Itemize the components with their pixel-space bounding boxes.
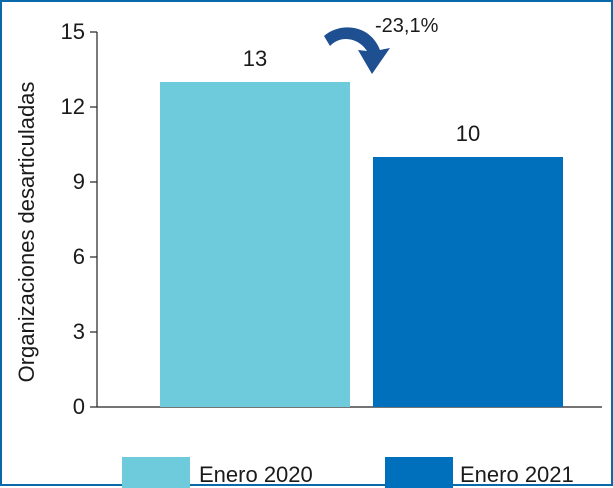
y-tick-label: 6 — [73, 244, 85, 269]
y-tick-label: 3 — [73, 319, 85, 344]
legend-entry-label: Enero 2021 — [460, 462, 574, 487]
legend-swatch — [122, 457, 190, 488]
change-percent-label: -23,1% — [375, 15, 439, 37]
y-tick-label: 12 — [61, 94, 85, 119]
y-tick-label: 9 — [73, 169, 85, 194]
bar — [160, 82, 350, 407]
legend-swatch — [385, 457, 453, 488]
legend-entry-label: Enero 2020 — [199, 462, 313, 487]
chart-bars — [160, 82, 563, 407]
bar — [373, 157, 563, 407]
bar-value-label: 13 — [243, 46, 267, 71]
y-axis-label: Organizaciones desarticuladas — [14, 82, 39, 383]
chart-legend: Enero 2020 Enero 2021 — [122, 457, 574, 488]
curved-arrow-down-icon — [324, 27, 390, 74]
y-tick-label: 15 — [61, 19, 85, 44]
chart-value-labels: 13 10 — [243, 46, 480, 146]
bar-value-label: 10 — [456, 121, 480, 146]
y-tick-label: 0 — [73, 394, 85, 419]
change-annotation: -23,1% — [324, 15, 439, 74]
